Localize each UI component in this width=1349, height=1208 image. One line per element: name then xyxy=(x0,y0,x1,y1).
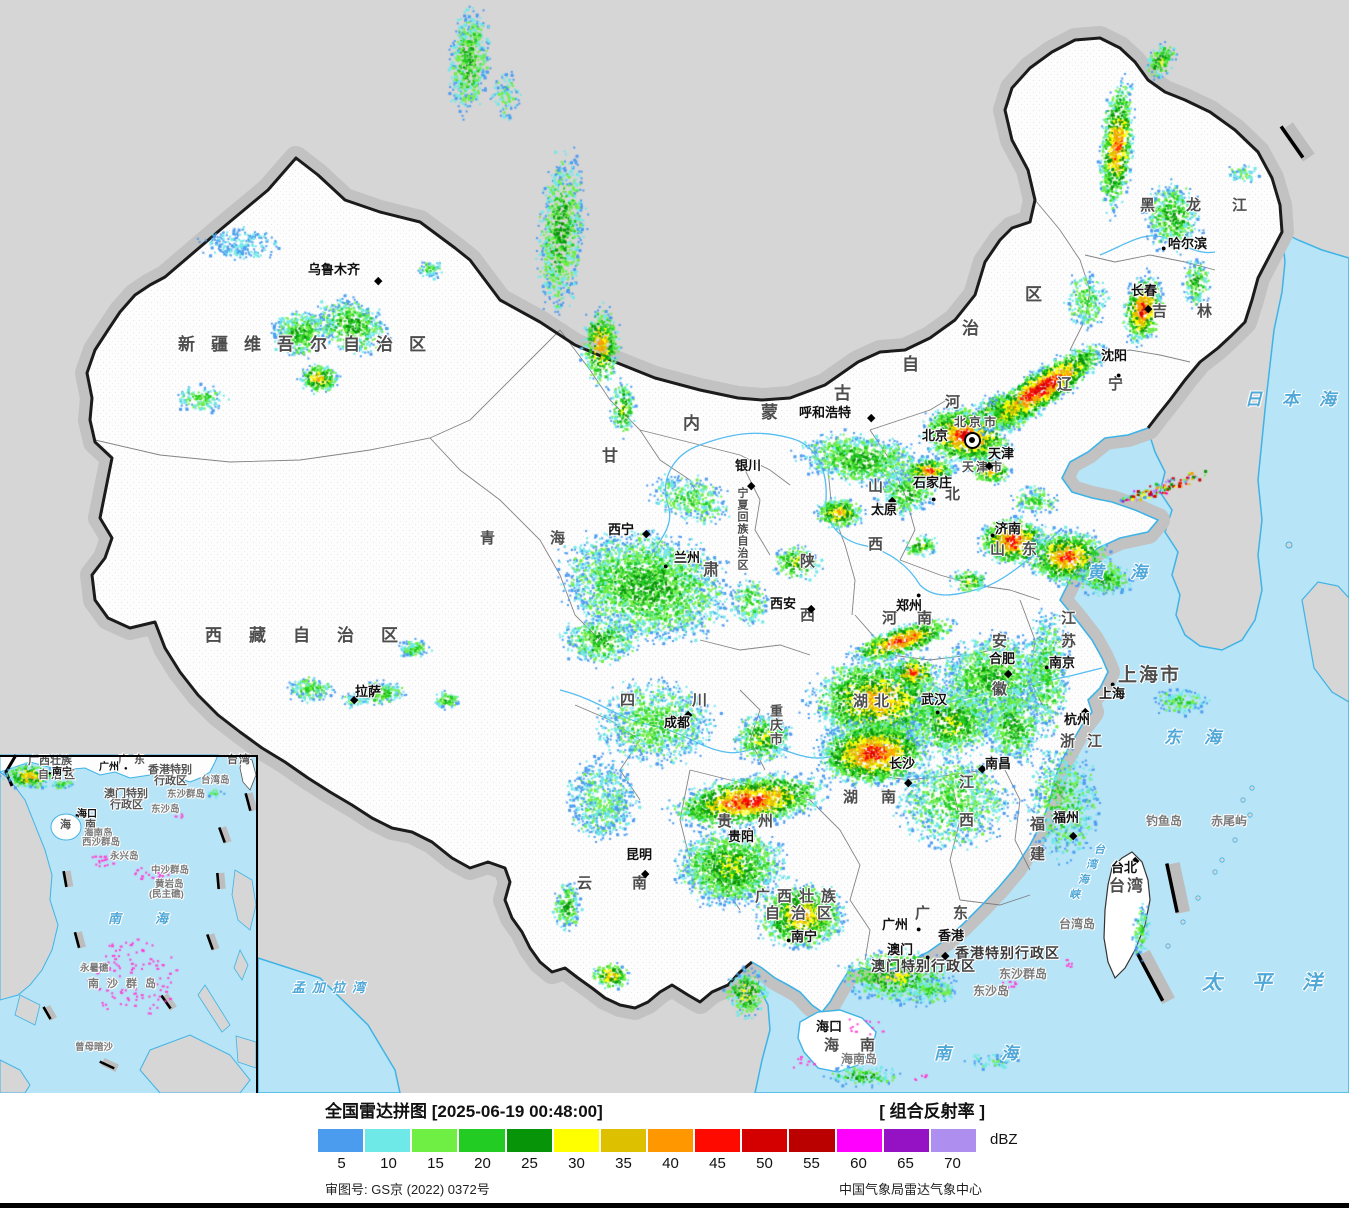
bottom-border xyxy=(0,1203,1349,1208)
legend-color-cell xyxy=(883,1129,931,1152)
legend-tick: 20 xyxy=(474,1155,491,1172)
legend-tick: 50 xyxy=(756,1155,773,1172)
legend-tick: 30 xyxy=(568,1155,585,1172)
legend-color-cell xyxy=(647,1129,696,1152)
legend-tick: 45 xyxy=(709,1155,726,1172)
legend-tick: 35 xyxy=(615,1155,632,1172)
legend-color-cell xyxy=(553,1129,601,1152)
legend-tick: 5 xyxy=(337,1155,346,1172)
radar-echo-canvas xyxy=(0,0,1349,1093)
legend-color-cell xyxy=(412,1129,460,1152)
legend-color-cell xyxy=(318,1129,366,1152)
legend-color-cell xyxy=(506,1129,554,1152)
data-source: 中国气象局雷达气象中心 xyxy=(838,1182,982,1197)
legend-colorbar xyxy=(318,1129,976,1152)
legend-panel: 全国雷达拼图 [2025-06-19 00:48:00] [ 组合反射率 ] 5… xyxy=(0,1093,1349,1208)
legend-color-cell xyxy=(742,1129,790,1152)
legend-color-cell xyxy=(836,1129,884,1152)
legend-color-cell xyxy=(695,1129,743,1152)
legend-tick: 15 xyxy=(427,1155,444,1172)
map-approval-number: 审图号: GS京 (2022) 0372号 xyxy=(325,1182,490,1197)
legend-title: 全国雷达拼图 [2025-06-19 00:48:00] xyxy=(325,1102,603,1121)
legend-tick: 25 xyxy=(521,1155,538,1172)
legend-color-cell xyxy=(459,1129,507,1152)
legend-color-cell xyxy=(789,1129,837,1152)
legend-tick: 65 xyxy=(897,1155,914,1172)
legend-tick: 60 xyxy=(850,1155,867,1172)
legend-tick: 40 xyxy=(662,1155,679,1172)
legend-tick: 10 xyxy=(380,1155,397,1172)
legend-unit: dBZ xyxy=(990,1131,1018,1148)
legend-product-label: [ 组合反射率 ] xyxy=(879,1102,985,1121)
legend-tick: 70 xyxy=(944,1155,961,1172)
legend-color-cell xyxy=(930,1129,976,1152)
legend-color-cell xyxy=(365,1129,413,1152)
legend-tickrow: 5 10 15 20 25 30 35 40 45 50 55 60 65 70 xyxy=(318,1155,976,1172)
legend-color-cell xyxy=(600,1129,648,1152)
legend-tick: 55 xyxy=(803,1155,820,1172)
